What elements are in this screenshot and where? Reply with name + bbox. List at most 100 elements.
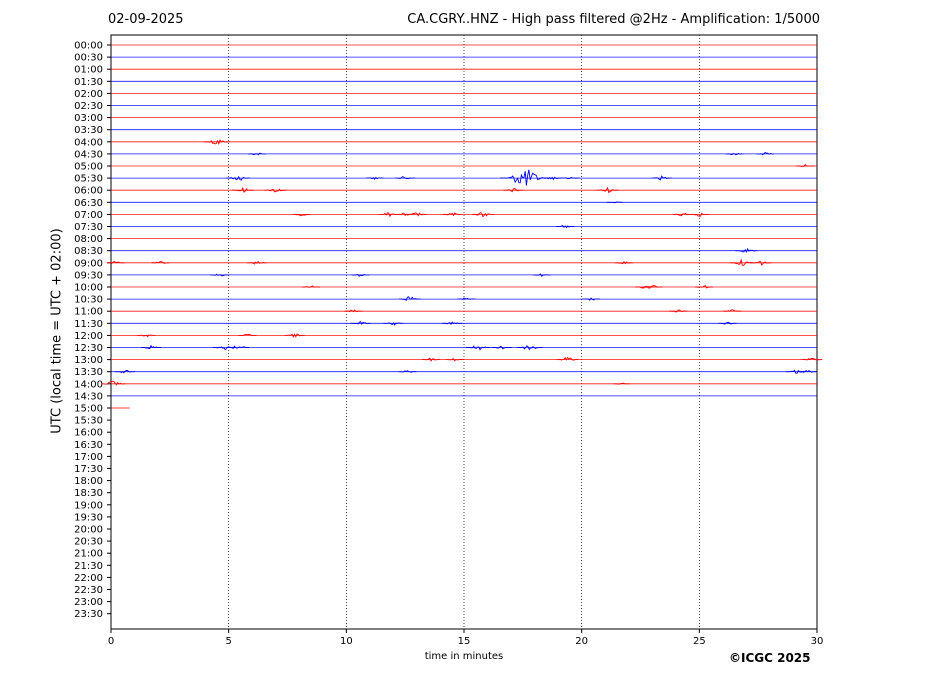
event-burst [613, 382, 630, 385]
event-burst [398, 370, 417, 373]
date-label: 02-09-2025 [108, 12, 184, 27]
event-burst [210, 273, 229, 277]
event-burst [756, 151, 775, 156]
event-burst [796, 163, 815, 168]
y-tick-label: 22:00 [74, 573, 103, 584]
y-tick-label: 20:00 [74, 525, 103, 536]
copyright-label: ©ICGC 2025 [729, 651, 811, 665]
y-tick-label: 14:30 [74, 391, 103, 402]
event-burst [378, 212, 399, 218]
event-burst [500, 169, 551, 186]
y-tick-label: 16:30 [74, 440, 103, 451]
event-burst [141, 344, 161, 350]
y-tick-label: 23:00 [74, 597, 103, 608]
event-burst [351, 274, 370, 277]
x-axis-label: time in minutes [424, 651, 504, 662]
y-tick-label: 22:30 [74, 585, 103, 596]
event-burst [106, 260, 125, 264]
y-tick-label: 19:00 [74, 500, 103, 511]
event-burst [471, 212, 494, 218]
y-tick-label: 02:30 [74, 101, 103, 112]
y-tick-label: 16:00 [74, 428, 103, 439]
y-tick-label: 19:30 [74, 512, 103, 523]
event-burst [642, 285, 663, 289]
event-burst [442, 212, 463, 217]
y-tick-label: 00:30 [74, 53, 103, 64]
y-tick-label: 21:30 [74, 561, 103, 572]
y-tick-label: 11:00 [74, 307, 103, 318]
event-burst [615, 260, 633, 265]
event-burst [395, 176, 416, 180]
y-tick-label: 10:00 [74, 283, 103, 294]
y-tick-label: 10:30 [74, 295, 103, 306]
y-tick-label: 09:30 [74, 270, 103, 281]
y-tick-label: 08:00 [74, 234, 103, 245]
x-tick-label: 20 [575, 636, 588, 647]
y-tick-label: 05:00 [74, 162, 103, 173]
chart-title: CA.CGRY..HNZ - High pass filtered @2Hz -… [407, 12, 820, 27]
y-tick-label: 01:00 [74, 65, 103, 76]
event-burst [556, 224, 575, 229]
event-burst [635, 285, 656, 289]
x-tick-label: 0 [108, 636, 114, 647]
y-tick-label: 06:30 [74, 198, 103, 209]
y-tick-label: 18:30 [74, 488, 103, 499]
event-burst [247, 152, 266, 156]
y-tick-label: 15:30 [74, 416, 103, 427]
event-burst [491, 346, 512, 350]
x-tick-label: 25 [693, 636, 706, 647]
event-burst [284, 333, 305, 338]
y-tick-label: 21:00 [74, 549, 103, 560]
event-burst [246, 260, 267, 265]
event-burst [442, 321, 463, 325]
x-tick-label: 5 [225, 636, 231, 647]
y-tick-label: 00:00 [74, 41, 103, 52]
event-burst [466, 345, 491, 351]
y-tick-label: 18:00 [74, 476, 103, 487]
event-burst [115, 370, 136, 374]
y-tick-label: 14:00 [74, 379, 103, 390]
event-burst [422, 357, 441, 362]
y-tick-label: 12:00 [74, 331, 103, 342]
event-burst [556, 356, 579, 361]
y-tick-label: 11:30 [74, 319, 103, 330]
y-tick-label: 13:00 [74, 355, 103, 366]
y-tick-label: 20:30 [74, 537, 103, 548]
x-tick-label: 10 [340, 636, 353, 647]
event-burst [227, 345, 250, 349]
event-burst [695, 285, 713, 289]
event-burst [749, 261, 772, 266]
event-burst [596, 186, 619, 194]
event-burst [292, 213, 311, 217]
event-burst [101, 380, 126, 386]
event-burst [516, 345, 543, 351]
y-tick-label: 03:00 [74, 113, 103, 124]
x-tick-label: 15 [458, 636, 471, 647]
y-tick-label: 17:30 [74, 464, 103, 475]
y-tick-label: 23:30 [74, 609, 103, 620]
y-tick-label: 04:00 [74, 137, 103, 148]
event-burst [457, 297, 476, 300]
y-tick-label: 17:00 [74, 452, 103, 463]
event-burst [689, 212, 710, 217]
event-burst [226, 175, 251, 181]
y-tick-label: 09:00 [74, 258, 103, 269]
event-burst [203, 139, 230, 145]
y-tick-label: 07:30 [74, 222, 103, 233]
x-tick-label: 30 [811, 636, 824, 647]
y-tick-label: 03:30 [74, 125, 103, 136]
event-burst [503, 187, 524, 193]
y-tick-label: 13:30 [74, 367, 103, 378]
event-burst [735, 247, 758, 253]
event-burst [137, 334, 156, 338]
event-burst [264, 188, 287, 193]
event-burst [238, 333, 257, 336]
event-burst [532, 273, 551, 277]
y-tick-label: 01:30 [74, 77, 103, 88]
event-burst [151, 261, 170, 264]
event-burst [231, 186, 254, 193]
y-tick-label: 08:30 [74, 246, 103, 257]
event-burst [798, 370, 817, 373]
event-burst [582, 297, 601, 301]
